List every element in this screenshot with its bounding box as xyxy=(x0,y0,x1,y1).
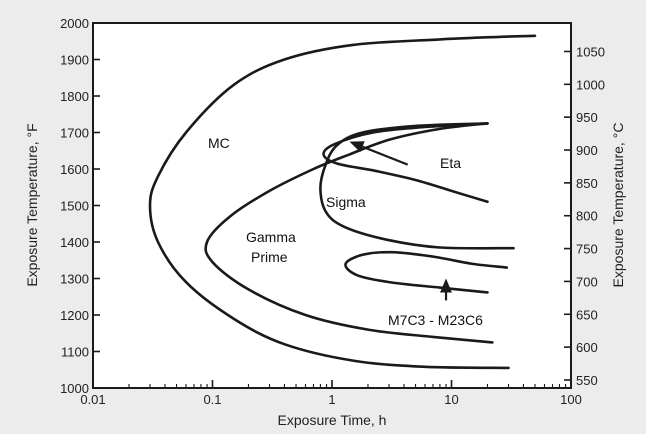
right-y-axis: 550 600 650 700 750 800 850 900 950 1000 1050 xyxy=(564,44,605,388)
label-m7c3-m23c6: M7C3 - M23C6 xyxy=(388,312,483,328)
right-tick-label: 900 xyxy=(576,143,598,158)
phase-boundaries xyxy=(148,34,537,370)
region-labels: MC Eta Sigma Gamma Prime M7C3 - M23C6 xyxy=(208,135,483,328)
left-axis-title: Exposure Temperature, °F xyxy=(24,123,40,286)
label-mc: MC xyxy=(208,135,230,151)
x-tick-label: 10 xyxy=(444,392,458,407)
boundary-curve-5 xyxy=(344,250,509,294)
eta-arrow xyxy=(349,141,409,166)
right-tick-label: 800 xyxy=(576,209,598,224)
x-axis: 0.01 0.1 1 10 100 xyxy=(80,380,582,407)
left-tick-label: 1300 xyxy=(60,272,89,287)
right-tick-label: 750 xyxy=(576,242,598,257)
x-tick-label: 0.01 xyxy=(80,392,105,407)
left-tick-label: 1600 xyxy=(60,162,89,177)
label-prime: Prime xyxy=(251,249,288,265)
left-tick-label: 1900 xyxy=(60,53,89,68)
right-tick-label: 1000 xyxy=(576,77,605,92)
left-tick-label: 2000 xyxy=(60,16,89,31)
label-sigma: Sigma xyxy=(326,194,366,210)
right-tick-label: 1050 xyxy=(576,44,605,59)
plot-area xyxy=(92,22,572,389)
x-axis-title: Exposure Time, h xyxy=(278,412,387,428)
right-tick-label: 650 xyxy=(576,307,598,322)
boundary-curve-4 xyxy=(322,122,489,204)
right-tick-label: 850 xyxy=(576,176,598,191)
label-eta: Eta xyxy=(440,155,461,171)
left-tick-label: 1700 xyxy=(60,126,89,141)
left-tick-label: 1000 xyxy=(60,381,89,396)
carbide-arrow xyxy=(440,278,452,301)
boundary-curve-2 xyxy=(319,122,515,250)
annotation-arrows xyxy=(349,141,452,301)
right-tick-label: 950 xyxy=(576,110,598,125)
x-tick-label: 1 xyxy=(328,392,335,407)
right-tick-label: 700 xyxy=(576,274,598,289)
left-tick-label: 1500 xyxy=(60,199,89,214)
left-y-axis: 1000 1100 1200 1300 1400 1500 1600 1700 1800 1900… xyxy=(60,16,100,396)
right-tick-label: 600 xyxy=(576,340,598,355)
label-gamma: Gamma xyxy=(246,229,296,245)
left-tick-label: 1800 xyxy=(60,89,89,104)
right-axis-title: Exposure Temperature, °C xyxy=(610,123,626,288)
left-tick-label: 1100 xyxy=(61,345,89,360)
left-tick-label: 1200 xyxy=(60,308,89,323)
right-tick-label: 550 xyxy=(576,373,598,388)
left-tick-label: 1400 xyxy=(60,235,89,250)
boundary-curve-3 xyxy=(204,122,494,344)
x-tick-label: 0.1 xyxy=(203,392,221,407)
x-tick-label: 100 xyxy=(560,392,582,407)
boundary-curve-1 xyxy=(148,34,537,370)
